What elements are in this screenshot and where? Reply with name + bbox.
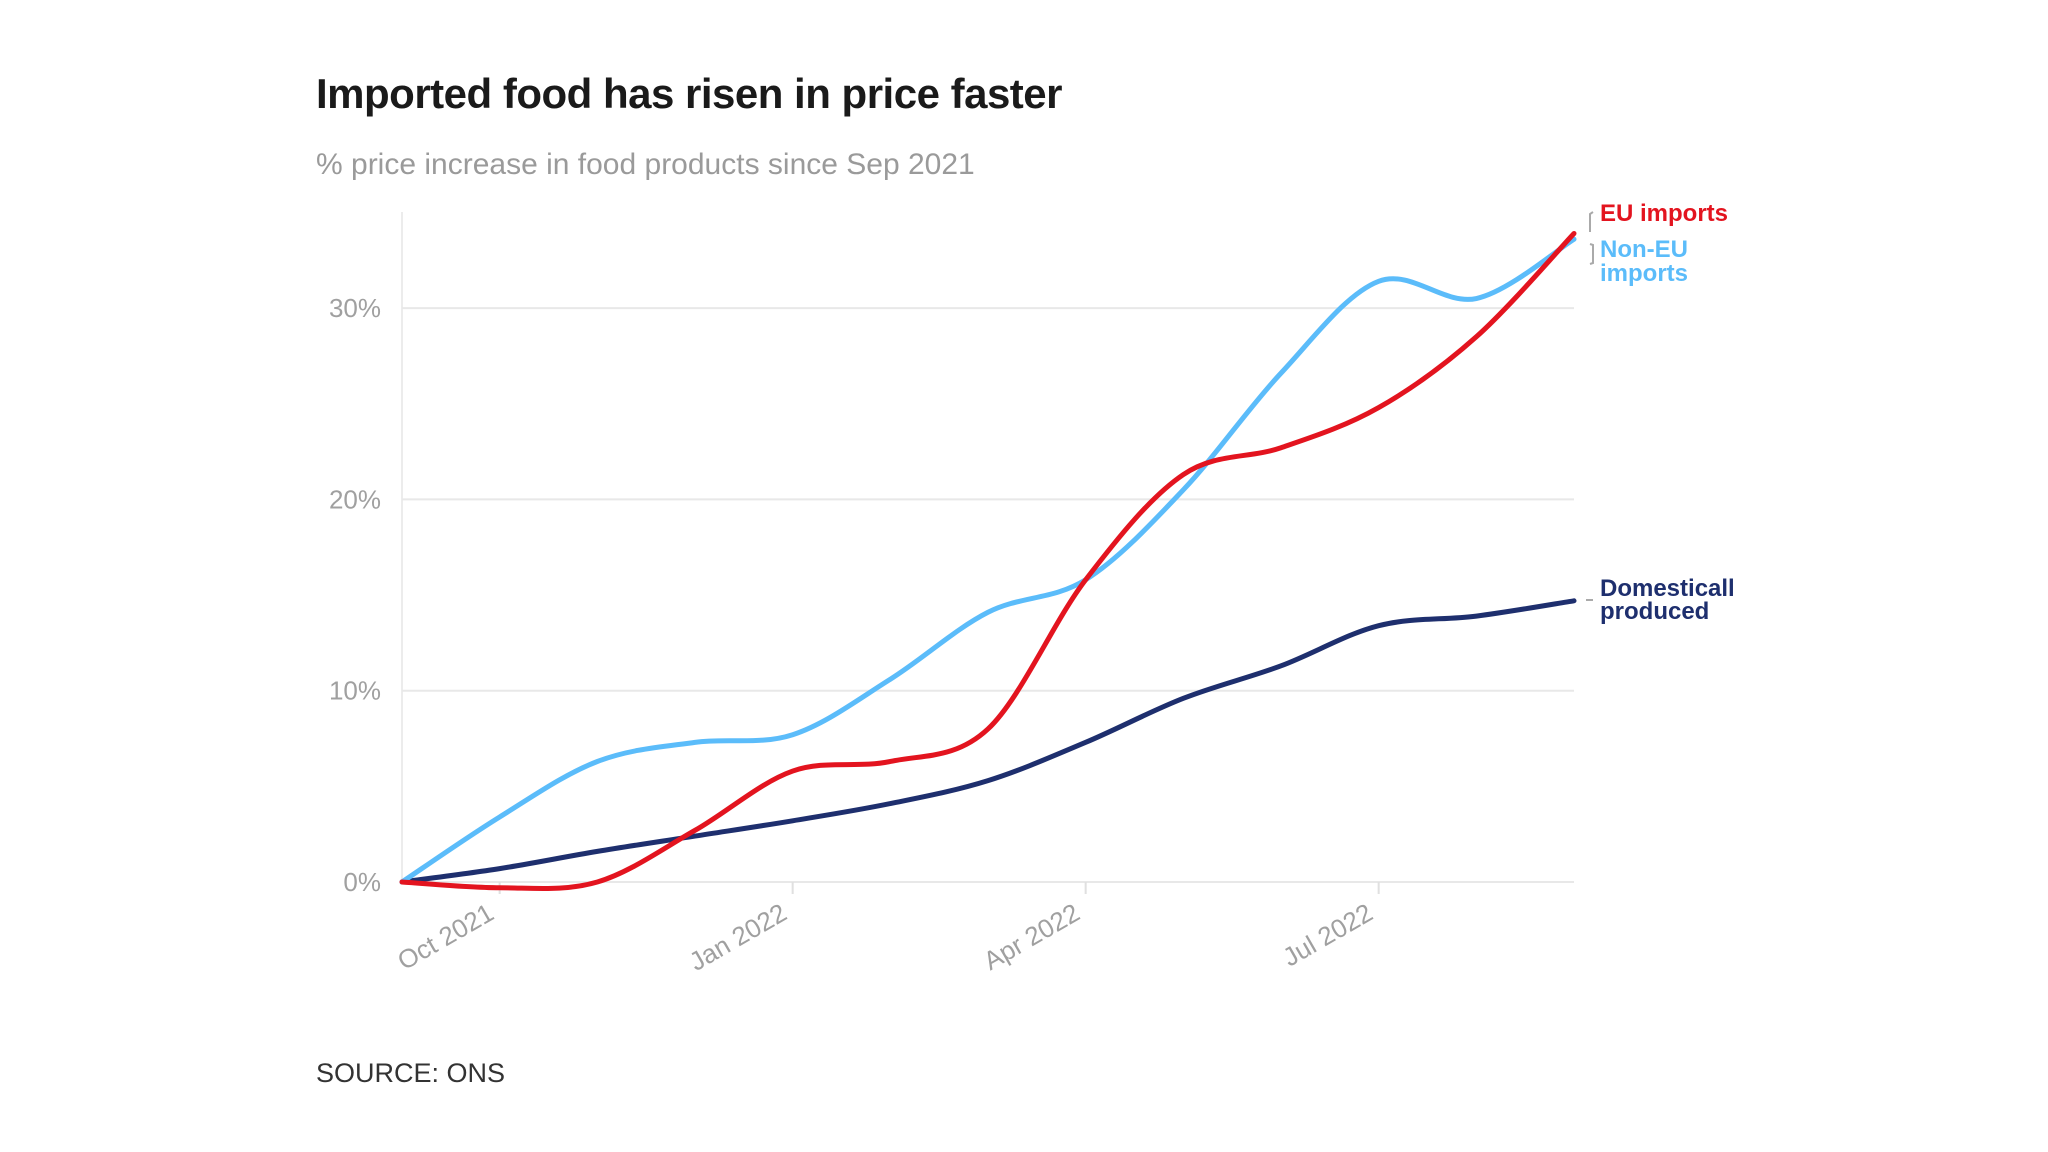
series-line-eu-imports bbox=[399, 230, 1577, 891]
series-label: imports bbox=[1600, 260, 1688, 287]
series-line-non-eu-imports bbox=[399, 236, 1577, 885]
chart-subtitle: % price increase in food products since … bbox=[316, 148, 975, 181]
label-connector bbox=[1589, 243, 1594, 265]
label-connector bbox=[1589, 211, 1594, 232]
x-tick-label: Oct 2021 bbox=[392, 897, 498, 976]
series-label: Domesticall bbox=[1600, 575, 1735, 602]
x-tick-label: Apr 2022 bbox=[978, 897, 1084, 976]
source-note: SOURCE: ONS bbox=[316, 1058, 506, 1088]
y-tick-label: 0% bbox=[343, 867, 381, 897]
y-tick-label: 30% bbox=[329, 293, 381, 323]
y-tick-label: 10% bbox=[329, 676, 381, 706]
y-tick-label: 20% bbox=[329, 484, 381, 514]
series-line-domesticall-produced bbox=[399, 598, 1577, 885]
series-label: Non-EU bbox=[1600, 236, 1688, 263]
x-tick-label: Jul 2022 bbox=[1278, 897, 1378, 972]
chart-title: Imported food has risen in price faster bbox=[316, 70, 1063, 117]
series-label: produced bbox=[1600, 598, 1709, 625]
x-tick-label: Jan 2022 bbox=[684, 897, 792, 976]
series-label: EU imports bbox=[1600, 200, 1728, 227]
